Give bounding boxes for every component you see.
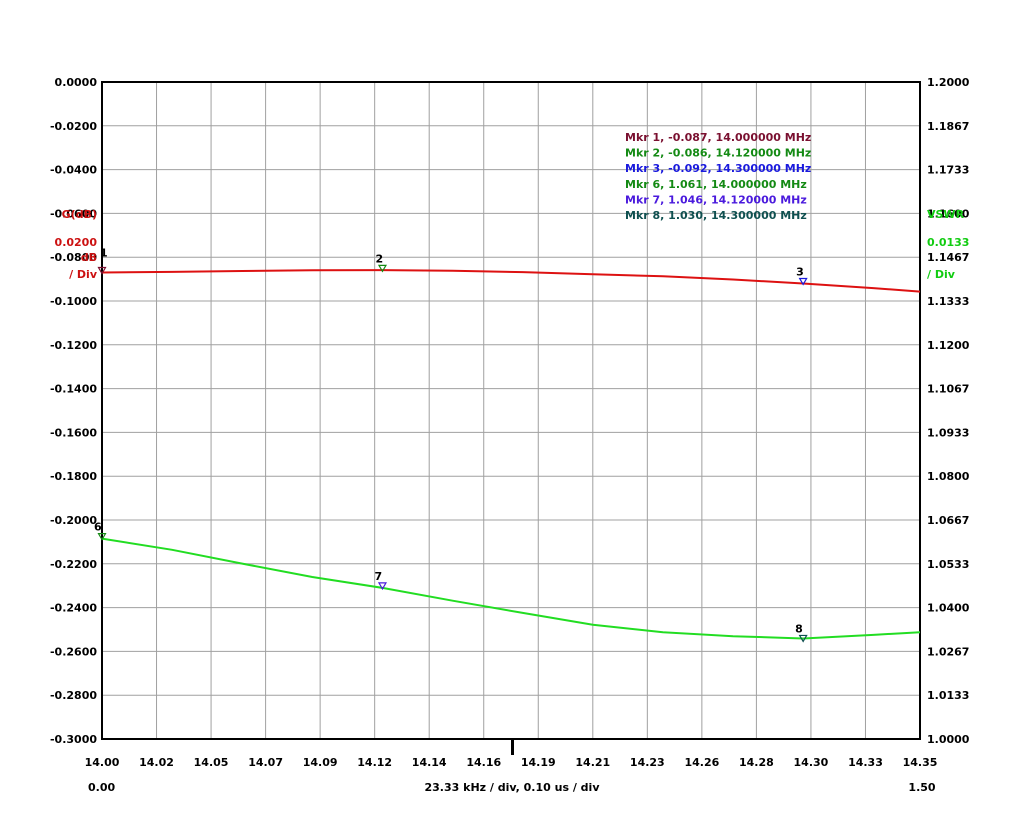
left-tick-label: -0.0400 <box>50 164 97 177</box>
right-tick-label: 1.1867 <box>927 120 969 133</box>
left-tick-label: -0.0600 <box>50 207 97 220</box>
marker-glyphs: 1 2 3 6 7 8 <box>94 247 808 643</box>
x-tick-label: 14.19 <box>521 756 556 769</box>
marker-2-triangle <box>377 264 388 273</box>
right-tick-label: 1.1333 <box>927 295 969 308</box>
x-tick-label: 14.30 <box>794 756 829 769</box>
right-tick-label: 1.0533 <box>927 558 969 571</box>
x-tick-label: 14.07 <box>248 756 283 769</box>
left-tick-label: 0.0000 <box>55 76 98 89</box>
left-tick-label: -0.1800 <box>50 470 97 483</box>
x-sub-left-label: 0.00 <box>88 781 115 794</box>
x-tick-label: 14.16 <box>466 756 501 769</box>
marker-legend-entry: Mkr 7, 1.046, 14.120000 MHz <box>625 193 807 206</box>
x-tick-label: 14.12 <box>357 756 392 769</box>
left-tick-label: -0.3000 <box>50 733 97 746</box>
right-tick-label: 1.2000 <box>927 76 970 89</box>
left-axis-unit: dB <box>81 251 97 264</box>
marker-6-label: 6 <box>94 521 102 534</box>
right-tick-label: 1.0000 <box>927 733 970 746</box>
marker-1-label: 1 <box>100 247 108 260</box>
left-axis-scale: 0.0200 <box>55 236 98 249</box>
right-axis-ticks: 1.2000 1.1867 1.1733 1.1600 1.1467 1.1333 1.12… <box>927 76 970 746</box>
left-tick-label: -0.1600 <box>50 426 97 439</box>
left-axis-title: G(dB) <box>62 208 97 221</box>
marker-legend-entry: Mkr 1, -0.087, 14.000000 MHz <box>625 131 811 144</box>
x-tick-label: 14.33 <box>848 756 883 769</box>
right-tick-label: 1.0400 <box>927 602 970 615</box>
marker-legend-entry: Mkr 3, -0.092, 14.300000 MHz <box>625 162 811 175</box>
marker-2-label: 2 <box>375 252 383 265</box>
left-tick-label: -0.1200 <box>50 339 97 352</box>
left-axis-ticks: 0.0000 -0.0200 -0.0400 -0.0600 -0.0800 -0.100… <box>50 76 97 746</box>
marker-legend-entry: Mkr 2, -0.086, 14.120000 MHz <box>625 147 811 160</box>
marker-3-label: 3 <box>796 265 804 278</box>
x-tick-label: 14.00 <box>85 756 120 769</box>
marker-legend: Mkr 1, -0.087, 14.000000 MHz Mkr 2, -0.08… <box>625 131 811 222</box>
x-tick-label: 14.14 <box>412 756 447 769</box>
right-axis-title: VSWR <box>927 208 965 221</box>
left-tick-label: -0.2200 <box>50 558 97 571</box>
left-tick-label: -0.2400 <box>50 602 97 615</box>
right-tick-label: 1.0933 <box>927 426 969 439</box>
x-sub-right-label: 1.50 <box>908 781 935 794</box>
left-tick-label: -0.0800 <box>50 251 97 264</box>
x-tick-label: 14.02 <box>139 756 174 769</box>
grid-lines <box>101 81 921 740</box>
left-tick-label: -0.2800 <box>50 689 97 702</box>
right-tick-label: 1.0133 <box>927 689 969 702</box>
marker-8-triangle <box>798 634 808 643</box>
x-tick-label: 14.09 <box>303 756 338 769</box>
x-tick-label: 14.05 <box>194 756 229 769</box>
right-tick-label: 1.1067 <box>927 383 969 396</box>
marker-7-label: 7 <box>374 570 382 583</box>
right-tick-label: 1.1200 <box>927 339 970 352</box>
right-tick-label: 1.0267 <box>927 645 969 658</box>
x-tick-label: 14.23 <box>630 756 665 769</box>
right-tick-label: 1.1600 <box>927 207 970 220</box>
marker-1-triangle <box>97 266 107 275</box>
series-lines <box>101 269 921 640</box>
x-tick-label: 14.21 <box>575 756 610 769</box>
right-tick-label: 1.0800 <box>927 470 970 483</box>
left-tick-label: -0.1000 <box>50 295 97 308</box>
left-tick-label: -0.2600 <box>50 645 97 658</box>
x-tick-label: 14.26 <box>684 756 719 769</box>
marker-legend-entry: Mkr 6, 1.061, 14.000000 MHz <box>625 178 807 191</box>
right-tick-label: 1.1733 <box>927 164 969 177</box>
right-axis-scale: 0.0133 <box>927 236 969 249</box>
x-tick-label: 14.28 <box>739 756 774 769</box>
right-tick-label: 1.0667 <box>927 514 969 527</box>
series-line-2 <box>101 537 921 640</box>
x-center-label: 23.33 kHz / div, 0.10 us / div <box>425 781 601 794</box>
marker-6-triangle <box>97 533 107 541</box>
x-tick-label: 14.35 <box>903 756 938 769</box>
marker-8-label: 8 <box>795 622 803 635</box>
x-axis-ticks: 14.00 14.02 14.05 14.07 14.09 14.12 14.14 14.16… <box>85 756 938 769</box>
left-tick-label: -0.2000 <box>50 514 97 527</box>
right-tick-label: 1.1467 <box>927 251 969 264</box>
x-center-marker <box>511 739 514 755</box>
left-axis-per-div: / Div <box>69 268 98 281</box>
marker-legend-entry: Mkr 8, 1.030, 14.300000 MHz <box>625 209 807 222</box>
right-axis-per-div: / Div <box>927 268 956 281</box>
left-tick-label: -0.1400 <box>50 383 97 396</box>
marker-7-triangle <box>377 582 388 591</box>
marker-3-triangle <box>798 277 808 286</box>
left-tick-label: -0.0200 <box>50 120 97 133</box>
